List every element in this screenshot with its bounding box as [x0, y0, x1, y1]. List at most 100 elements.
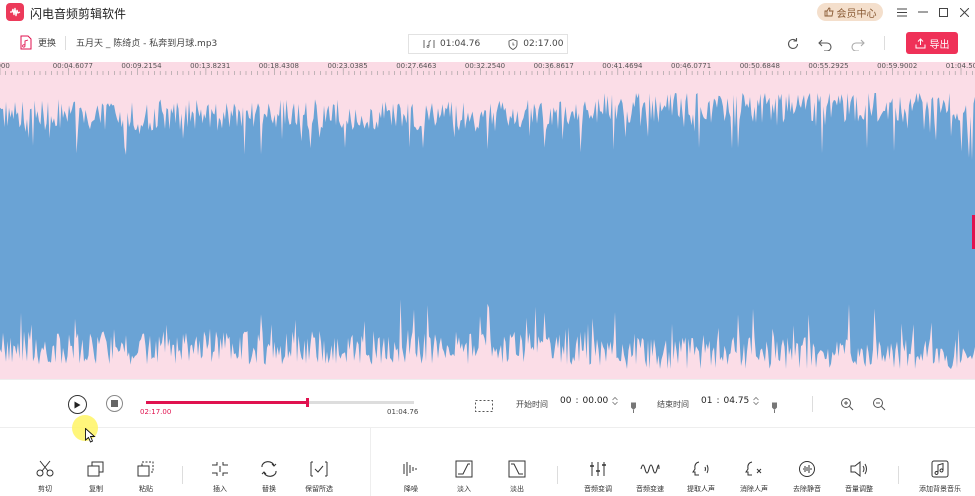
- tool-pitch-button[interactable]: 音频变调: [578, 428, 618, 496]
- start-seconds[interactable]: 00.00: [582, 396, 609, 406]
- playback-progress-bar[interactable]: [146, 398, 414, 407]
- ruler-tick-label: 00:36.8617: [533, 62, 574, 70]
- copy-icon: [86, 460, 106, 478]
- divider: [370, 428, 371, 496]
- tool-copy-button[interactable]: 复制: [76, 428, 116, 496]
- tool-label: 消除人声: [740, 485, 768, 493]
- zoom-out-icon[interactable]: [872, 396, 886, 415]
- selection-length: 01:04.76: [409, 35, 494, 53]
- tool-keep-selection-button[interactable]: 保留所选: [299, 428, 339, 496]
- tool-remove-voice-button[interactable]: 消除人声: [734, 428, 774, 496]
- export-button[interactable]: 导出: [906, 32, 958, 54]
- selection-length-value: 01:04.76: [440, 39, 481, 49]
- ruler-tick-label: 00:27.6463: [396, 62, 437, 70]
- start-minutes[interactable]: 00: [560, 396, 572, 406]
- tool-label: 保留所选: [305, 485, 333, 493]
- ruler-tick-label: 00:50.6848: [739, 62, 780, 70]
- fade-out-icon: [507, 460, 527, 478]
- tool-speed-button[interactable]: 音频变速: [630, 428, 670, 496]
- duration-box: 01:04.76 02:17.00: [408, 34, 568, 54]
- tool-label: 添加背景音乐: [919, 485, 961, 493]
- tool-label: 音频变调: [584, 485, 612, 493]
- ruler-tick-label: 00:46.0771: [671, 62, 712, 70]
- end-seconds[interactable]: 04.75: [723, 396, 750, 406]
- tool-volume-button[interactable]: 音量调整: [839, 428, 879, 496]
- tool-label: 音频变速: [636, 485, 664, 493]
- menu-icon[interactable]: [893, 3, 911, 21]
- stop-button[interactable]: [106, 395, 123, 412]
- ruler-tick-label: 00:04.6077: [52, 62, 93, 70]
- redo-icon[interactable]: [850, 36, 866, 52]
- export-label: 导出: [929, 39, 950, 51]
- stop-icon: [111, 400, 118, 407]
- ruler-ticks: [0, 68, 973, 75]
- undo-icon[interactable]: [818, 36, 834, 52]
- waveform-area[interactable]: [0, 75, 975, 379]
- total-length: 02:17.00: [494, 35, 577, 53]
- tool-replace-button[interactable]: 替换: [249, 428, 289, 496]
- ruler-tick-label: 00:55.2925: [808, 62, 849, 70]
- tool-remove-silence-button[interactable]: 去除静音: [787, 428, 827, 496]
- speed-icon: [640, 460, 660, 478]
- end-time-field-label: 结束时间: [657, 400, 689, 409]
- tool-denoise-button[interactable]: 降噪: [391, 428, 431, 496]
- end-time-label: 01:04.76: [387, 408, 419, 416]
- tool-scissors-button[interactable]: 剪切: [25, 428, 65, 496]
- zoom-in-icon[interactable]: [840, 396, 854, 415]
- mouse-cursor-icon: [85, 427, 96, 447]
- tool-label: 淡出: [510, 485, 524, 493]
- start-time-field[interactable]: 00 : 00.00: [560, 396, 619, 406]
- replace-file-button[interactable]: 更换: [20, 35, 56, 50]
- replace-label: 更换: [38, 39, 57, 49]
- end-marker-icon[interactable]: [771, 398, 778, 417]
- current-time-label: 02:17.00: [140, 408, 172, 416]
- insert-icon: [210, 460, 230, 478]
- shield-clock-icon: [508, 38, 518, 50]
- playback-controls: 02:17.00 01:04.76 开始时间 00 : 00.00 结束时间 0…: [0, 379, 975, 427]
- tool-label: 剪切: [38, 485, 52, 493]
- tool-paste-button[interactable]: 粘贴: [126, 428, 166, 496]
- waveform: [0, 75, 975, 379]
- extract-voice-icon: [691, 460, 711, 478]
- play-button[interactable]: [68, 395, 87, 414]
- playback-progress-handle[interactable]: [305, 398, 309, 407]
- close-icon[interactable]: [955, 3, 973, 21]
- divider: [884, 36, 885, 50]
- vip-center-button[interactable]: 会员中心: [817, 3, 883, 21]
- scissors-icon: [35, 460, 55, 478]
- tool-extract-voice-button[interactable]: 提取人声: [681, 428, 721, 496]
- ruler-tick-label: 00:18.4308: [258, 62, 300, 70]
- app-title: 闪电音频剪辑软件: [30, 7, 127, 21]
- ruler-tick-label: 00:41.4694: [602, 62, 643, 70]
- ruler-tick-label: 01:04.5079: [945, 62, 975, 70]
- minimize-icon[interactable]: [914, 3, 932, 21]
- start-marker-icon[interactable]: [630, 398, 637, 417]
- edit-tools: 剪切 复制 粘贴 插入 替换 保留所选 降噪 淡入 淡出 音频变调 音频变速 提取人声 消除人声 去除静音…: [0, 427, 975, 496]
- play-icon: [74, 401, 81, 408]
- right-edge-handle[interactable]: [972, 215, 975, 249]
- tool-add-music-button[interactable]: 添加背景音乐: [919, 428, 961, 496]
- end-minutes[interactable]: 01: [701, 396, 713, 406]
- file-toolbar: 更换 五月天 _ 陈绮贞 - 私奔到月球.mp3 01:04.76 02:17.…: [0, 24, 975, 62]
- maximize-icon[interactable]: [934, 3, 952, 21]
- select-all-icon[interactable]: [475, 397, 493, 412]
- fade-in-icon: [454, 460, 474, 478]
- stepper-icon[interactable]: [753, 396, 760, 406]
- divider: [557, 466, 558, 484]
- add-music-icon: [930, 460, 950, 478]
- divider: [182, 466, 183, 484]
- tool-label: 去除静音: [793, 485, 821, 493]
- end-time-field[interactable]: 01 : 04.75: [701, 396, 760, 406]
- tool-fade-in-button[interactable]: 淡入: [444, 428, 484, 496]
- tool-label: 粘贴: [139, 485, 153, 493]
- divider: [65, 36, 66, 50]
- refresh-icon[interactable]: [786, 36, 802, 52]
- divider: [898, 466, 899, 484]
- waveform-path: [0, 93, 975, 369]
- tool-fade-out-button[interactable]: 淡出: [497, 428, 537, 496]
- tool-insert-button[interactable]: 插入: [200, 428, 240, 496]
- stepper-icon[interactable]: [612, 396, 619, 406]
- denoise-icon: [401, 460, 421, 478]
